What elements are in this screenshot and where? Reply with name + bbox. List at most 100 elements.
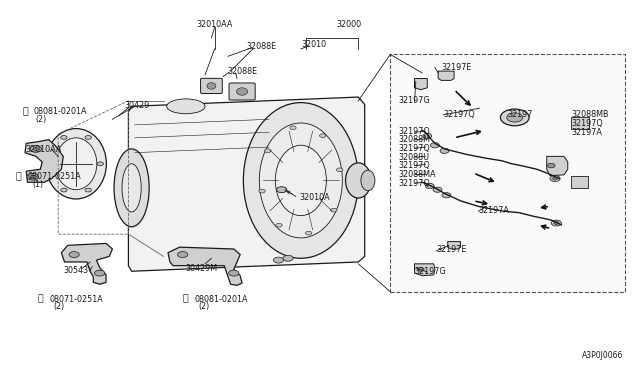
Ellipse shape [290, 126, 296, 129]
Text: 32197A: 32197A [478, 206, 509, 215]
Ellipse shape [85, 188, 92, 192]
Text: (2): (2) [53, 302, 64, 311]
Text: A3P0J0066: A3P0J0066 [582, 351, 623, 360]
Text: 08071-0251A: 08071-0251A [49, 295, 103, 304]
Ellipse shape [337, 168, 343, 171]
Text: Ⓑ: Ⓑ [183, 295, 189, 304]
Ellipse shape [61, 188, 67, 192]
FancyBboxPatch shape [200, 78, 222, 93]
Text: 30429: 30429 [124, 101, 149, 110]
Ellipse shape [243, 103, 358, 258]
Ellipse shape [418, 267, 424, 271]
Text: 32088E: 32088E [227, 67, 257, 76]
Polygon shape [61, 243, 113, 284]
FancyBboxPatch shape [229, 83, 255, 100]
Bar [390, 54, 625, 292]
Text: 30543Y: 30543Y [63, 266, 93, 275]
Text: 32197E: 32197E [442, 63, 472, 72]
Ellipse shape [85, 135, 92, 139]
Ellipse shape [319, 134, 326, 138]
Ellipse shape [49, 162, 55, 166]
Ellipse shape [265, 149, 271, 153]
Ellipse shape [45, 129, 106, 199]
Text: 32000: 32000 [336, 20, 362, 29]
Polygon shape [438, 71, 454, 80]
Ellipse shape [361, 170, 375, 190]
Text: 32197Q: 32197Q [399, 144, 430, 153]
Ellipse shape [33, 147, 38, 150]
Ellipse shape [276, 187, 287, 193]
Ellipse shape [551, 220, 561, 226]
Text: 32088M: 32088M [399, 135, 431, 144]
Ellipse shape [30, 175, 35, 178]
Ellipse shape [331, 208, 337, 212]
Text: 32197Q: 32197Q [399, 179, 430, 187]
Ellipse shape [507, 113, 523, 122]
Text: 32010AA: 32010AA [196, 20, 233, 29]
Ellipse shape [237, 88, 248, 95]
Ellipse shape [30, 145, 42, 152]
Ellipse shape [27, 173, 38, 180]
Text: (1): (1) [33, 180, 44, 189]
Ellipse shape [177, 251, 188, 257]
FancyBboxPatch shape [571, 117, 589, 129]
Text: Ⓑ: Ⓑ [37, 295, 43, 304]
Ellipse shape [114, 149, 149, 227]
Ellipse shape [273, 257, 284, 263]
Ellipse shape [283, 255, 293, 261]
Text: 32088E: 32088E [246, 42, 276, 51]
Text: 08081-0201A: 08081-0201A [34, 108, 88, 116]
Polygon shape [25, 140, 63, 182]
Ellipse shape [426, 183, 435, 189]
Ellipse shape [276, 223, 282, 227]
Text: (2): (2) [36, 115, 47, 124]
Text: 32010: 32010 [301, 40, 326, 49]
Text: 32197Q: 32197Q [444, 110, 475, 119]
Ellipse shape [431, 142, 440, 148]
Ellipse shape [97, 162, 104, 166]
Text: Ⓑ: Ⓑ [16, 172, 22, 181]
Text: Ⓑ: Ⓑ [22, 108, 28, 116]
Polygon shape [415, 264, 435, 276]
Ellipse shape [554, 222, 559, 224]
Polygon shape [129, 97, 365, 271]
FancyBboxPatch shape [571, 176, 588, 188]
Ellipse shape [259, 189, 265, 193]
Text: 32197Q: 32197Q [399, 126, 430, 136]
Ellipse shape [553, 177, 557, 180]
Ellipse shape [167, 99, 205, 114]
Ellipse shape [346, 163, 371, 198]
Text: 32197G: 32197G [399, 96, 430, 105]
Ellipse shape [207, 83, 216, 89]
Ellipse shape [433, 187, 442, 192]
Ellipse shape [55, 138, 97, 190]
Text: 32197Q: 32197Q [571, 119, 603, 128]
Ellipse shape [442, 193, 451, 198]
Text: 32010A: 32010A [300, 193, 330, 202]
Polygon shape [547, 156, 568, 176]
Text: 32197: 32197 [507, 110, 532, 119]
Ellipse shape [440, 148, 449, 153]
Text: 32197A: 32197A [571, 128, 602, 137]
Polygon shape [448, 241, 461, 249]
Text: 32010AA: 32010AA [25, 145, 61, 154]
Ellipse shape [122, 164, 141, 212]
Ellipse shape [500, 109, 529, 126]
Ellipse shape [547, 163, 555, 168]
Ellipse shape [423, 134, 432, 138]
Text: 08071-0251A: 08071-0251A [28, 172, 81, 181]
Ellipse shape [259, 123, 342, 238]
Ellipse shape [275, 145, 326, 216]
Text: 30429M: 30429M [186, 264, 218, 273]
Ellipse shape [69, 251, 79, 257]
Text: 32088MA: 32088MA [399, 170, 436, 179]
Text: 08081-0201A: 08081-0201A [195, 295, 248, 304]
Text: 32197E: 32197E [436, 245, 467, 254]
Text: 32088U: 32088U [399, 153, 429, 161]
Ellipse shape [228, 270, 239, 276]
Text: (2): (2) [198, 302, 210, 311]
Ellipse shape [550, 176, 560, 182]
Polygon shape [168, 247, 242, 285]
Text: 32088MB: 32088MB [571, 110, 609, 119]
Polygon shape [415, 78, 428, 90]
